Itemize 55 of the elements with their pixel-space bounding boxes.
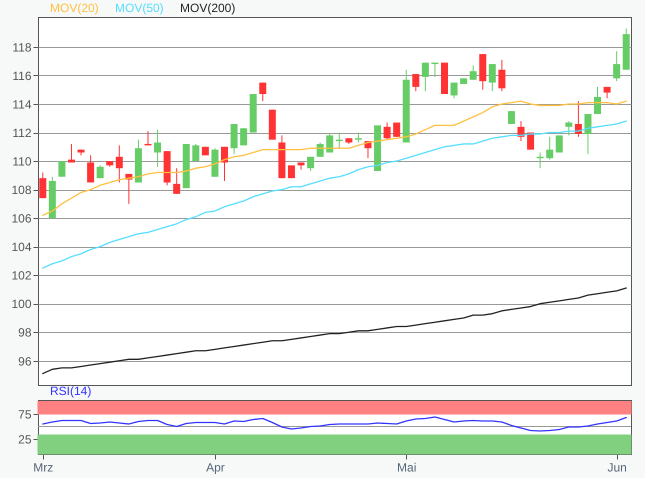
candlestick xyxy=(144,130,152,146)
candlestick xyxy=(450,82,458,99)
candlestick xyxy=(307,156,314,172)
candlestick xyxy=(192,143,200,162)
y-tick-label: 116 xyxy=(12,68,32,83)
candlestick xyxy=(431,62,438,78)
candlestick xyxy=(68,143,75,163)
y-tick-label: 104 xyxy=(11,240,32,254)
candlestick xyxy=(116,144,123,183)
y-tick-label: 118 xyxy=(12,40,32,54)
x-tick-label: Mrz xyxy=(33,460,54,474)
candlestick xyxy=(154,129,162,168)
candlestick xyxy=(613,50,620,82)
candlestick xyxy=(384,122,391,140)
y-tick-label: 75 xyxy=(18,408,32,422)
candlestick xyxy=(96,164,104,179)
y-tick-label: 25 xyxy=(18,432,32,446)
y-tick-label: 102 xyxy=(11,268,32,283)
y-tick-label: 112 xyxy=(12,126,32,140)
candlestick xyxy=(354,132,362,144)
candlestick xyxy=(393,122,400,138)
candlestick xyxy=(488,64,496,92)
candlestick xyxy=(58,160,66,178)
candlestick xyxy=(240,128,248,146)
text: MOV(20) xyxy=(50,1,99,15)
y-tick-label: 96 xyxy=(18,354,32,368)
y-tick-label: 98 xyxy=(18,326,32,340)
line-series xyxy=(42,287,627,374)
candlestick xyxy=(221,146,228,182)
x-tick-label: Jun xyxy=(607,460,627,474)
candlestick xyxy=(584,113,592,154)
x-tick-label: Mai xyxy=(397,460,416,474)
y-tick-label: 100 xyxy=(11,297,32,312)
y-tick-label: 108 xyxy=(11,183,32,198)
candlestick xyxy=(498,59,506,92)
text: MOV(200) xyxy=(180,1,236,15)
y-tick-label: 114 xyxy=(12,98,32,112)
text: MOV(50) xyxy=(115,1,164,15)
candlestick xyxy=(336,132,343,149)
candlestick xyxy=(594,86,602,114)
x-tick-label: Apr xyxy=(206,460,225,474)
candlestick xyxy=(565,120,572,136)
candlestick xyxy=(422,62,429,92)
text: RSI(14) xyxy=(50,384,92,398)
candlestick xyxy=(87,154,94,183)
candlestick xyxy=(173,168,180,194)
candlestick xyxy=(259,82,266,102)
line-series xyxy=(42,416,627,432)
candlestick xyxy=(546,136,554,160)
y-tick-label: 110 xyxy=(12,154,32,169)
candlestick xyxy=(412,74,420,92)
y-tick-label: 106 xyxy=(11,212,32,226)
candlestick xyxy=(316,142,324,158)
candlestick xyxy=(508,110,515,124)
candlestick xyxy=(470,64,477,80)
